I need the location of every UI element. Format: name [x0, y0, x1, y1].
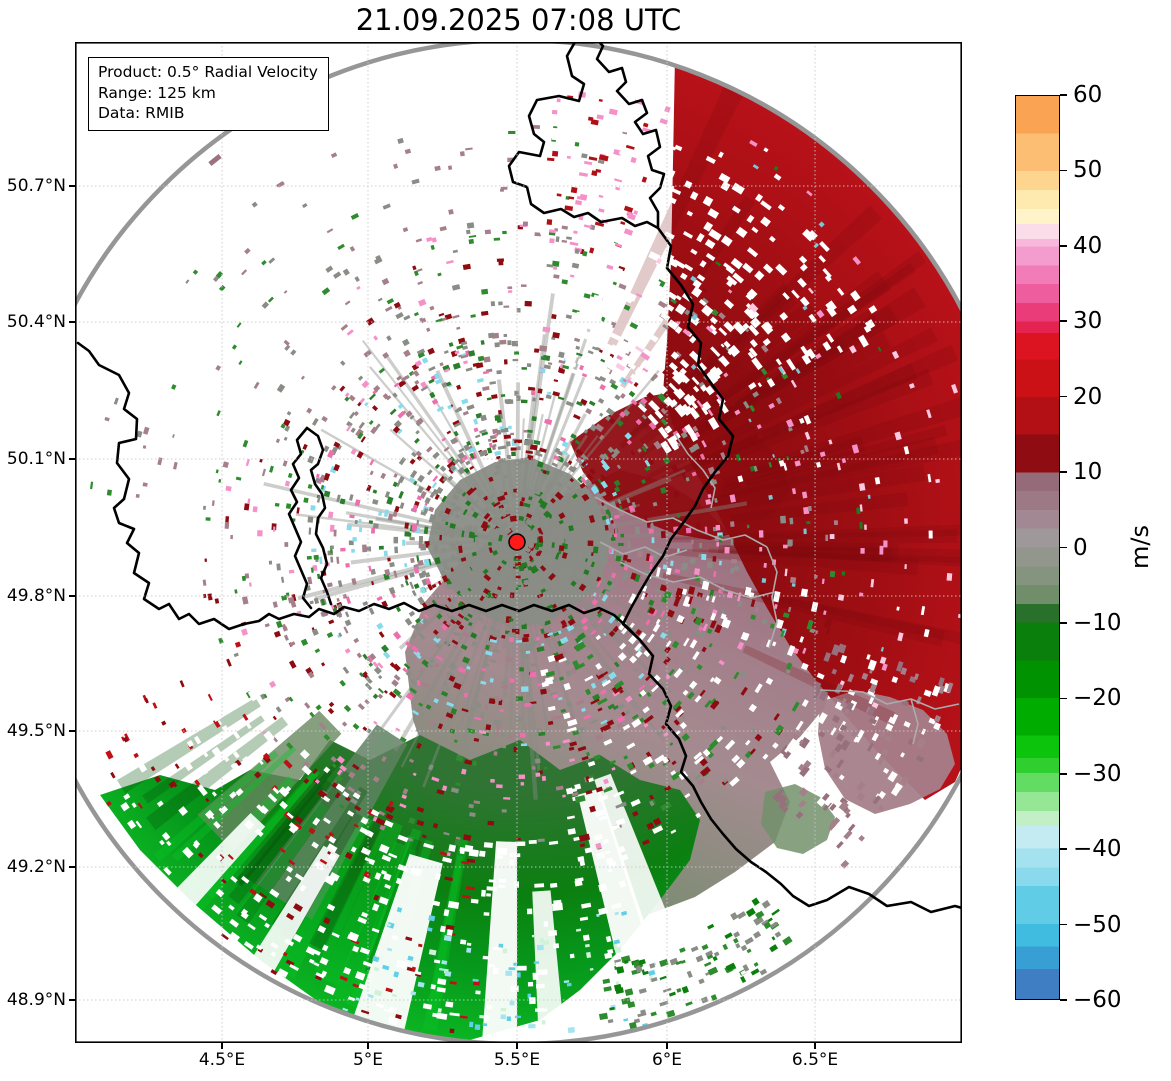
- velocity-field-regions: [87, 42, 962, 1043]
- lon-tick-mark: [516, 1043, 518, 1049]
- product-info-box: Product: 0.5° Radial Velocity Range: 125…: [88, 57, 329, 131]
- speckle-noise: [87, 91, 962, 1034]
- colorbar-tick-mark: [1060, 320, 1067, 323]
- white-gap-spoke: [163, 813, 266, 921]
- lon-tick-mark: [666, 1043, 668, 1049]
- colorbar-tick-mark: [1060, 999, 1067, 1001]
- colorbar-unit-label: m/s: [1126, 525, 1154, 569]
- clutter-spokes: [263, 293, 748, 800]
- lat-tick-mark: [69, 999, 75, 1001]
- lat-tick-label: 49.2°N: [6, 857, 66, 877]
- colorbar-tick-mark: [1060, 923, 1067, 926]
- colorbar-tick-label: 30: [1073, 308, 1103, 335]
- colorbar-tick-label: −10: [1073, 609, 1122, 636]
- colorbar-tick-mark: [1060, 622, 1067, 624]
- lon-tick-mark: [814, 1043, 816, 1049]
- lat-tick-label: 50.7°N: [6, 176, 66, 196]
- colorbar-tick-label: 20: [1073, 383, 1103, 410]
- lat-tick-mark: [69, 866, 75, 868]
- white-gap-spoke: [594, 773, 679, 951]
- white-gap-spoke: [532, 890, 566, 1043]
- lat-tick-mark: [69, 458, 75, 460]
- colorbar-tick-label: −40: [1073, 836, 1122, 863]
- colorbar-tick-label: 0: [1073, 534, 1088, 561]
- lat-tick-label: 48.9°N: [6, 990, 66, 1010]
- colorbar-tick-mark: [1060, 697, 1067, 700]
- colorbar-tick-mark: [1060, 94, 1067, 96]
- colorbar-tick-label: −30: [1073, 760, 1122, 787]
- colorbar-tick-label: 50: [1073, 157, 1103, 184]
- lat-tick-label: 50.4°N: [6, 312, 66, 332]
- lon-tick-mark: [221, 1043, 223, 1049]
- page-title: 21.09.2025 07:08 UTC: [355, 3, 682, 37]
- colorbar-tick-label: 40: [1073, 232, 1103, 259]
- colorbar-tick-mark: [1060, 395, 1067, 398]
- plot-area: [75, 42, 962, 1043]
- colorbar-tick-mark: [1060, 546, 1067, 549]
- colorbar-tick-label: 60: [1073, 82, 1103, 108]
- white-gap-spoke: [245, 845, 340, 982]
- province-borders: [594, 433, 960, 745]
- product-info-line: Product: 0.5° Radial Velocity: [98, 63, 318, 81]
- lon-tick-label: 6.5°E: [791, 1050, 839, 1070]
- lat-tick-mark: [69, 730, 75, 732]
- darkred-overlay-blob: [570, 390, 791, 540]
- lon-tick-label: 5°E: [352, 1050, 384, 1070]
- lon-tick-mark: [367, 1043, 369, 1049]
- colorbar-tick-label: 10: [1073, 459, 1103, 486]
- plot-frame: [75, 42, 962, 1043]
- lat-tick-label: 50.1°N: [6, 449, 66, 469]
- white-gap-spoke: [352, 854, 443, 1035]
- colorbar-tick-mark: [1060, 169, 1067, 172]
- map-svg: [75, 42, 962, 1043]
- colorbar-tick-label: −60: [1073, 987, 1122, 1013]
- radar-site-dot: [508, 533, 526, 551]
- lon-tick-label: 5.5°E: [493, 1050, 541, 1070]
- colorbar-tick-mark: [1060, 772, 1067, 775]
- lon-tick-label: 4.5°E: [198, 1050, 246, 1070]
- colorbar-tick-label: −50: [1073, 911, 1122, 938]
- range-info-line: Range: 125 km: [98, 83, 216, 102]
- colorbar: [1015, 95, 1060, 1000]
- data-source-line: Data: RMIB: [98, 104, 185, 123]
- lat-tick-mark: [69, 321, 75, 323]
- lat-tick-mark: [69, 185, 75, 187]
- country-borders: [76, 42, 962, 914]
- lon-tick-label: 6°E: [651, 1050, 683, 1070]
- colorbar-tick-mark: [1060, 245, 1067, 247]
- colorbar-tick-label: −20: [1073, 685, 1122, 712]
- lat-tick-label: 49.5°N: [6, 721, 66, 741]
- colorbar-tick-mark: [1060, 471, 1067, 473]
- lat-tick-mark: [69, 595, 75, 597]
- colorbar-tick-mark: [1060, 848, 1067, 850]
- lat-tick-label: 49.8°N: [6, 586, 66, 606]
